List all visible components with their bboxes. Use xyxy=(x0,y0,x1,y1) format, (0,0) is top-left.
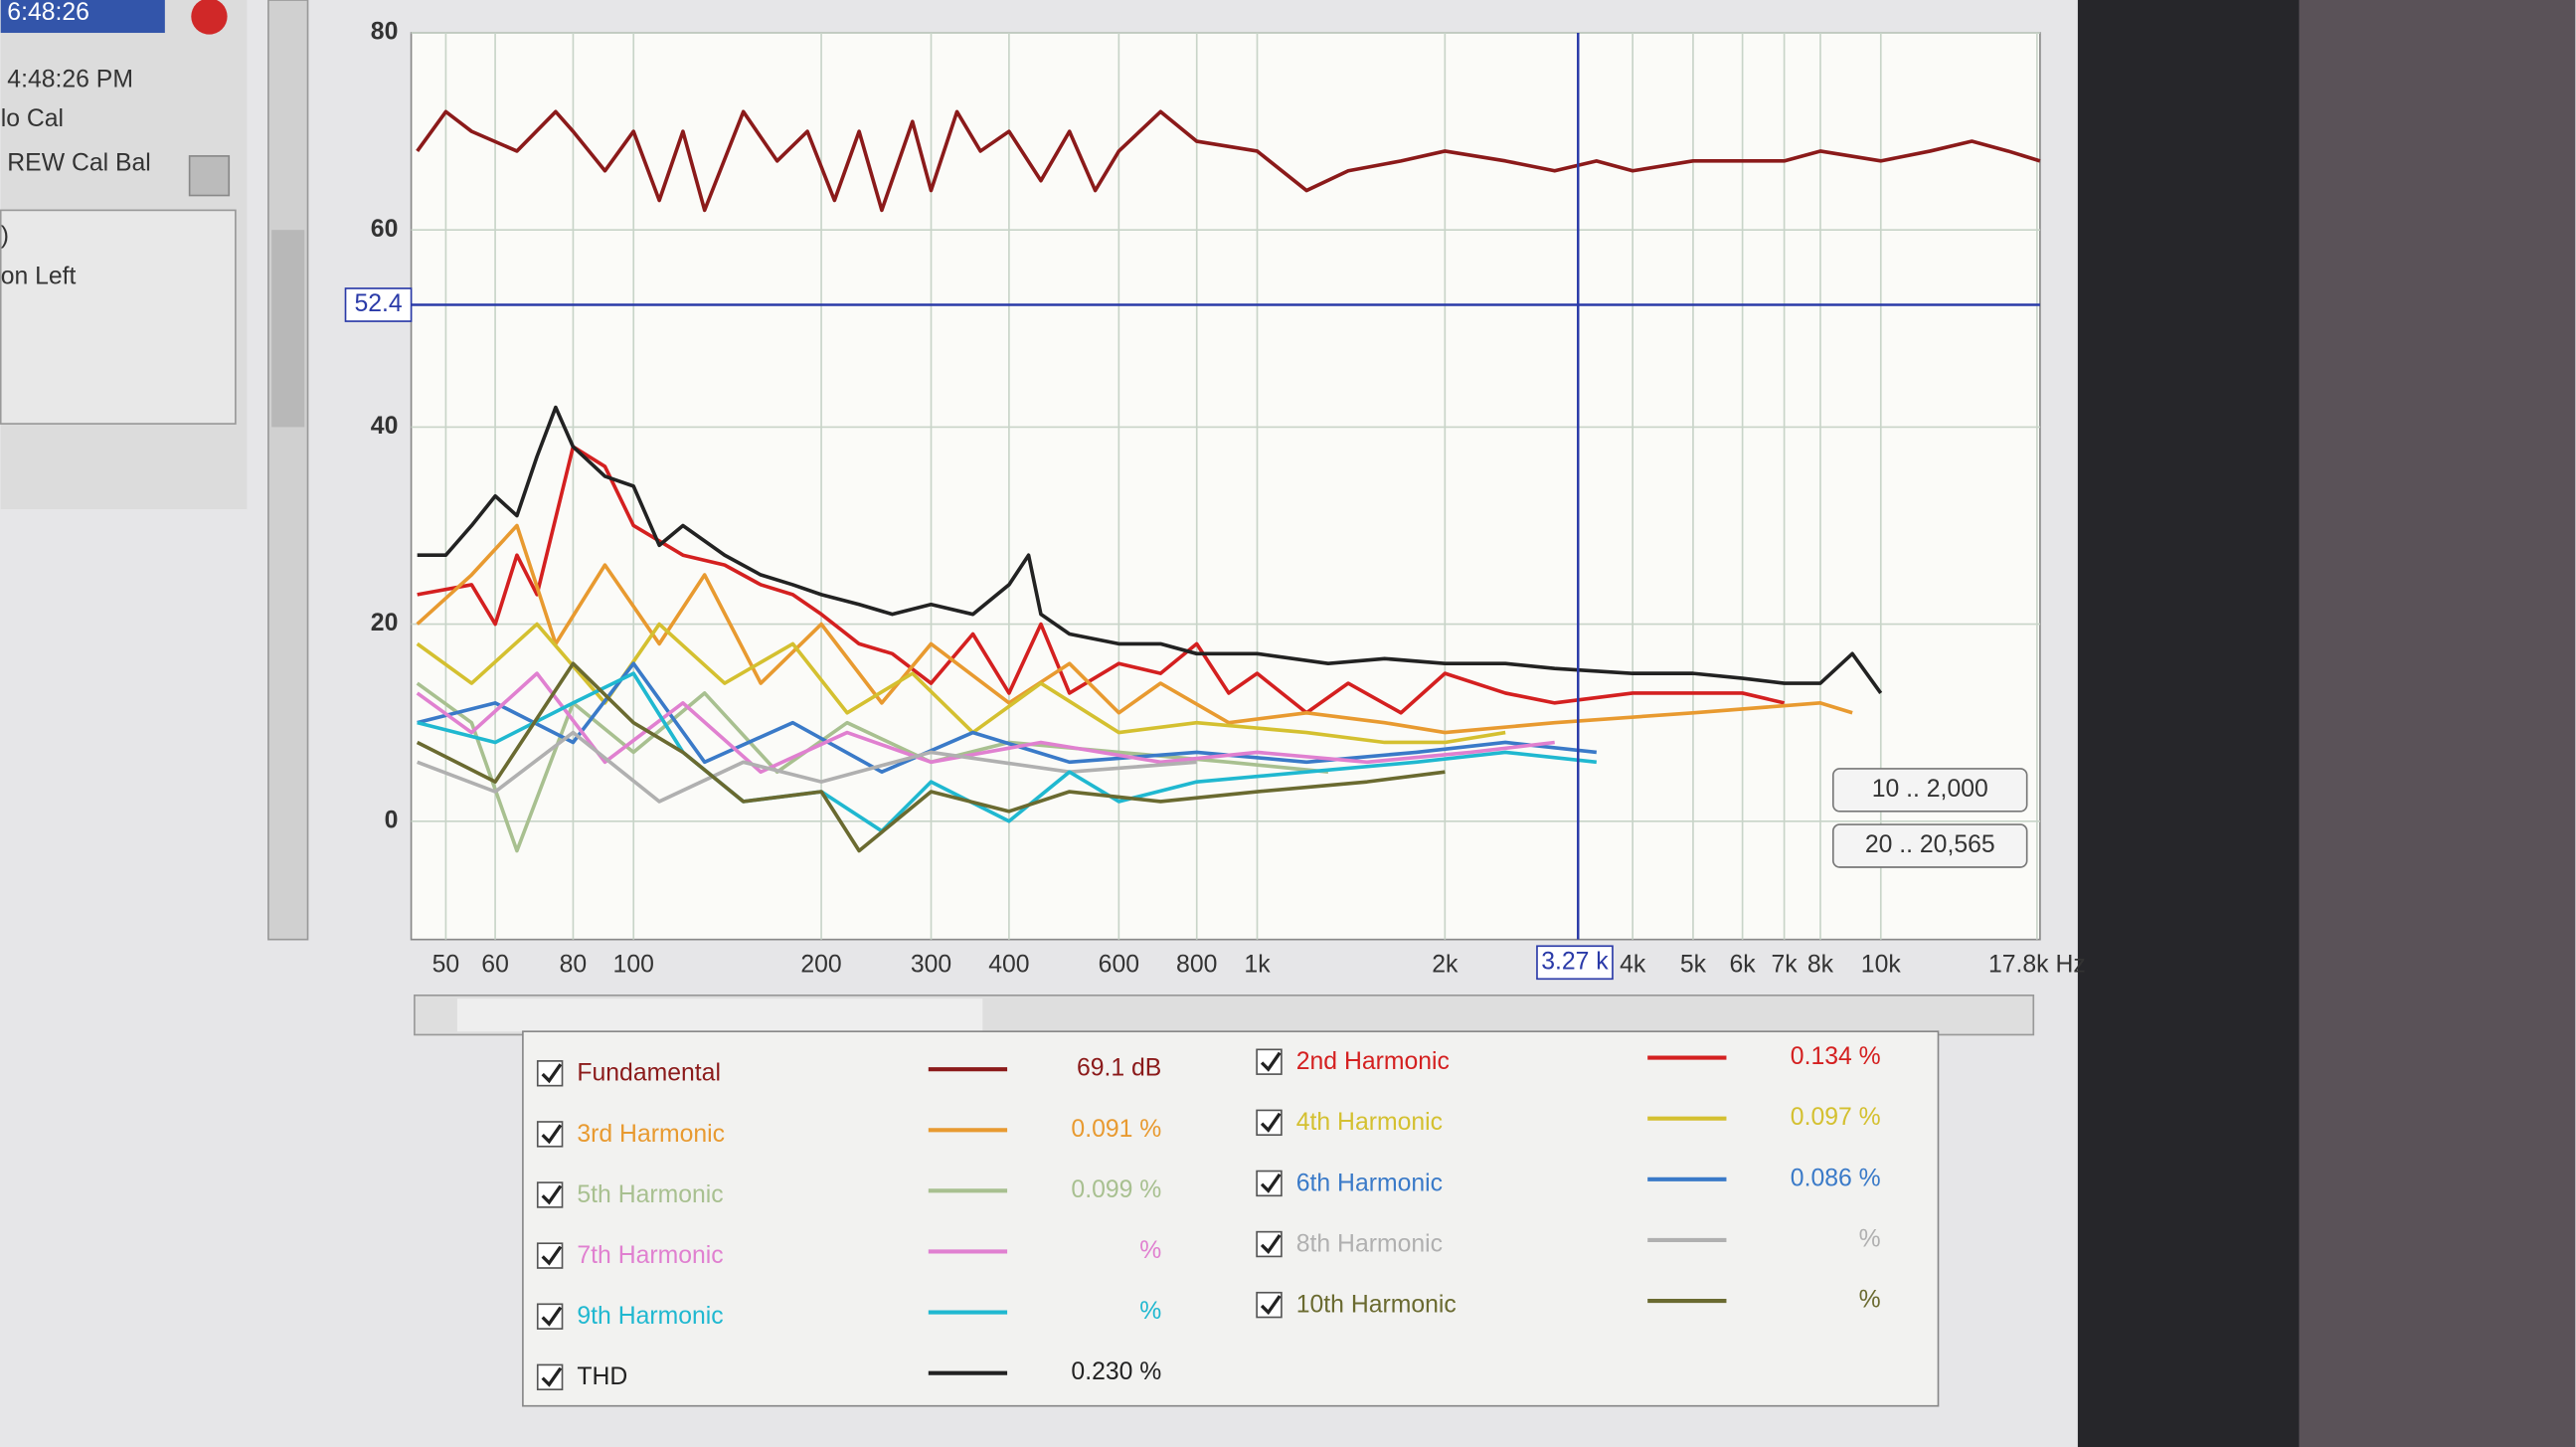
x-tick-label: 2k xyxy=(1432,952,1459,979)
legend-name: 10th Harmonic xyxy=(1296,1292,1457,1319)
legend-readout: % xyxy=(1139,1237,1161,1264)
x-tick-label: 800 xyxy=(1176,952,1217,979)
series-line xyxy=(417,730,1197,804)
vertical-scrollbar[interactable] xyxy=(267,0,309,941)
legend-name: 5th Harmonic xyxy=(577,1181,723,1208)
legend-readout: 0.230 % xyxy=(1071,1358,1161,1385)
legend-name: 9th Harmonic xyxy=(577,1303,723,1330)
x-tick-label: 8k xyxy=(1807,952,1834,979)
legend-check xyxy=(1260,1112,1282,1133)
plot-area xyxy=(410,32,2041,941)
legend-name: 2nd Harmonic xyxy=(1296,1048,1450,1075)
legend-check xyxy=(541,1366,563,1387)
x-tick-label: 1k xyxy=(1244,952,1271,979)
legend-readout: 69.1 dB xyxy=(1077,1055,1161,1082)
time-box-text: 6:48:26 xyxy=(7,0,89,26)
legend-readout: 0.091 % xyxy=(1071,1116,1161,1143)
legend-name: THD xyxy=(577,1363,627,1390)
x-tick-label: 10k xyxy=(1861,952,1902,979)
legend-name: Fundamental xyxy=(577,1060,721,1087)
legend-readout: % xyxy=(1139,1298,1161,1325)
series-line xyxy=(417,405,1883,695)
x-tick-label: 400 xyxy=(988,952,1029,979)
legend-check xyxy=(1260,1051,1282,1072)
legend-readout: 0.099 % xyxy=(1071,1176,1161,1203)
legend-check xyxy=(541,1124,563,1145)
x-tick-label: 7k xyxy=(1772,952,1799,979)
x-tick-label: 4k xyxy=(1620,952,1646,979)
range-button[interactable] xyxy=(1831,823,2028,868)
x-tick-label: 200 xyxy=(800,952,841,979)
y-tick-label: 20 xyxy=(371,610,399,636)
legend-name: 4th Harmonic xyxy=(1296,1109,1443,1136)
series-line xyxy=(416,671,1555,775)
legend-readout: 0.134 % xyxy=(1791,1043,1881,1070)
legend-name: 3rd Harmonic xyxy=(577,1121,725,1148)
info-box xyxy=(0,209,237,425)
x-tick-label: 50 xyxy=(432,952,460,979)
legend-check xyxy=(541,1245,563,1266)
y-tick-label: 80 xyxy=(371,19,399,46)
legend-name: 6th Harmonic xyxy=(1296,1170,1443,1196)
series-line xyxy=(417,445,1786,715)
cal-label: lo Cal xyxy=(1,105,64,132)
info-paren: ) xyxy=(1,222,9,249)
y-tick-label: 60 xyxy=(371,216,399,243)
monitor-bezel xyxy=(2077,0,2300,1447)
legend-readout: 0.097 % xyxy=(1791,1104,1881,1131)
h-scroll-thumb[interactable] xyxy=(456,998,983,1032)
x-tick-label: 600 xyxy=(1099,952,1139,979)
scroll-thumb[interactable] xyxy=(271,230,305,428)
range-button[interactable] xyxy=(1831,768,2028,813)
series-line xyxy=(416,661,1446,853)
series-line xyxy=(416,523,1853,735)
series-line xyxy=(416,622,1506,745)
plot-layer: 0 20 40 60 80 50 60 80 100 200 300 400 600 800 1k 2k 4k 5… xyxy=(344,19,2086,981)
cursor-x-label: 3.27 k xyxy=(1541,948,1609,975)
close-button[interactable] xyxy=(191,0,228,35)
y-tick-label: 0 xyxy=(385,807,399,833)
time-label: 4:48:26 PM xyxy=(7,66,133,92)
cursor-y-label: 52.4 xyxy=(354,290,402,317)
legend-readout: 0.086 % xyxy=(1791,1165,1881,1191)
background-wall xyxy=(2299,0,2576,1447)
legend-check xyxy=(1260,1234,1282,1255)
legend-panel xyxy=(522,1030,1940,1407)
legend: Fundamental 69.1 dB 2nd Harmonic 0.134 % 3rd… xyxy=(536,1043,1881,1390)
x-tick-label: 100 xyxy=(613,952,654,979)
time-box xyxy=(0,0,165,34)
x-tick-label: 6k xyxy=(1730,952,1757,979)
legend-name: 8th Harmonic xyxy=(1296,1230,1443,1257)
legend-readout: % xyxy=(1859,1225,1881,1252)
x-tick-label: 5k xyxy=(1680,952,1707,979)
range-button-label: 10 .. 2,000 xyxy=(1872,776,1988,803)
range-button-label: 20 .. 20,565 xyxy=(1865,831,1995,858)
x-tick-label: 60 xyxy=(481,952,509,979)
x-tick-label: 80 xyxy=(560,952,588,979)
series-line xyxy=(416,109,2041,213)
legend-check xyxy=(1260,1173,1282,1193)
x-tick-label: 300 xyxy=(911,952,951,979)
series-line xyxy=(417,671,1598,833)
legend-check xyxy=(541,1306,563,1327)
legend-check xyxy=(1260,1295,1282,1316)
cursor-y-box xyxy=(344,287,413,322)
legend-name: 7th Harmonic xyxy=(577,1242,723,1269)
legend-readout: % xyxy=(1859,1287,1881,1314)
channel-label: on Left xyxy=(1,264,77,290)
icon-button[interactable] xyxy=(188,155,231,197)
legend-check xyxy=(541,1184,563,1205)
x-tick-label: 17.8k Hz xyxy=(1988,952,2086,979)
cal-bal-label: REW Cal Bal xyxy=(7,150,151,177)
cursor-x-box xyxy=(1536,945,1614,981)
y-tick-label: 40 xyxy=(371,413,399,440)
legend-check xyxy=(541,1063,563,1084)
